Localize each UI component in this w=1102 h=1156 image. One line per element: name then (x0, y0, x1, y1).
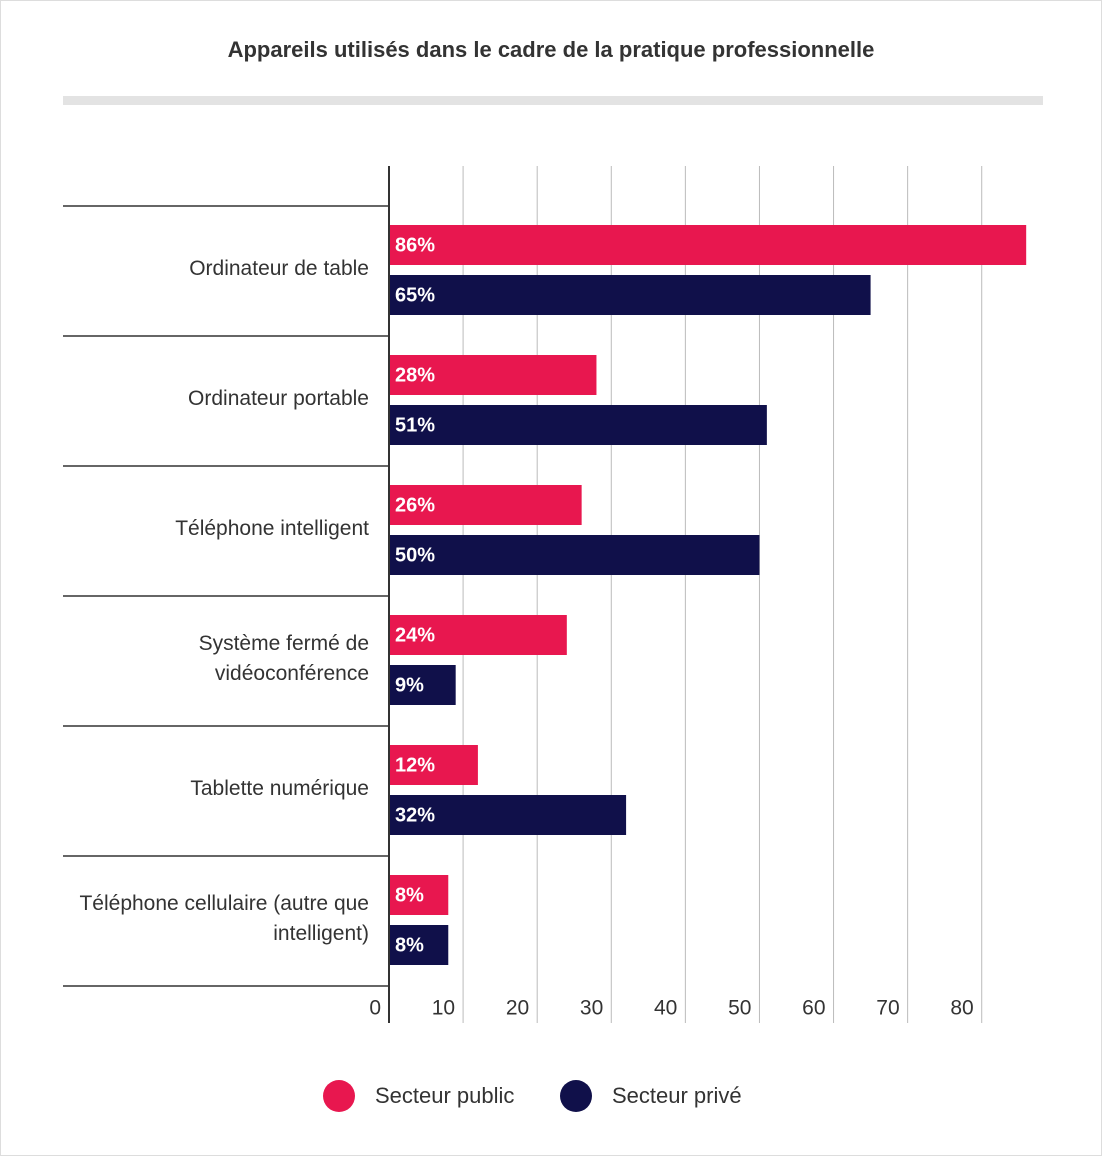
bar (389, 875, 449, 915)
y-tick-label: Tablette numérique (190, 777, 369, 800)
y-tick-label: Téléphone cellulaire (autre que intellig… (79, 892, 369, 945)
legend-marker (323, 1080, 355, 1112)
bar (389, 745, 478, 785)
x-tick-label: 10 (432, 997, 455, 1020)
value-label: 8% (395, 884, 424, 906)
value-label: 50% (395, 544, 435, 566)
bar (389, 225, 1027, 265)
legend-label: Secteur privé (612, 1083, 742, 1108)
bar (389, 355, 597, 395)
x-tick-label: 0 (369, 997, 381, 1020)
x-tick-label: 80 (950, 997, 973, 1020)
bar (389, 665, 456, 705)
value-label: 26% (395, 494, 435, 516)
value-label: 12% (395, 754, 435, 776)
bar (389, 405, 767, 445)
value-label: 9% (395, 674, 424, 696)
bar (389, 275, 871, 315)
value-label: 32% (395, 804, 435, 826)
bar (389, 615, 567, 655)
value-label: 86% (395, 234, 435, 256)
legend-label: Secteur public (375, 1083, 514, 1108)
chart-title: Appareils utilisés dans le cadre de la p… (228, 37, 875, 62)
bar (389, 925, 449, 965)
x-tick-label: 60 (802, 997, 825, 1020)
bar (389, 485, 582, 525)
y-tick-label: Ordinateur portable (188, 387, 369, 410)
y-tick-label: Ordinateur de table (189, 257, 369, 280)
x-tick-label: 70 (876, 997, 899, 1020)
y-tick-label: Système fermé de vidéoconférence (198, 632, 369, 685)
legend-marker (560, 1080, 592, 1112)
value-label: 51% (395, 414, 435, 436)
x-tick-label: 20 (506, 997, 529, 1020)
bar (389, 795, 627, 835)
y-tick-label: Téléphone intelligent (175, 517, 369, 540)
title-rule (63, 96, 1043, 105)
x-tick-label: 40 (654, 997, 677, 1020)
bar (389, 535, 760, 575)
x-tick-label: 30 (580, 997, 603, 1020)
value-label: 28% (395, 364, 435, 386)
value-label: 65% (395, 284, 435, 306)
value-label: 24% (395, 624, 435, 646)
x-tick-label: 50 (728, 997, 751, 1020)
value-label: 8% (395, 934, 424, 956)
